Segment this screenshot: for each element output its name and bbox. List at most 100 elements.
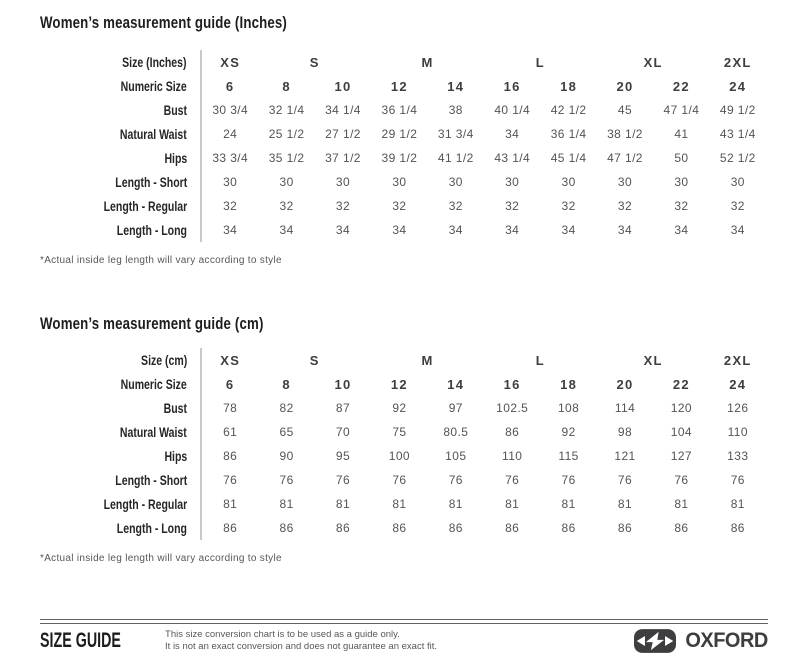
measure-value-text: 43 1/4 xyxy=(494,151,531,165)
measure-value-text: 76 xyxy=(674,473,689,487)
measure-value-text: 32 xyxy=(505,199,520,213)
measure-value-text: 76 xyxy=(392,473,407,487)
measure-value-text: 86 xyxy=(279,521,294,535)
measure-value: 95 xyxy=(315,444,371,468)
footer-note-line2: It is not an exact conversion and does n… xyxy=(165,641,438,652)
size-group-l: L xyxy=(484,50,597,74)
measure-value-text: 39 1/2 xyxy=(381,151,418,165)
measure-value: 30 xyxy=(653,170,709,194)
measure-value: 102.5 xyxy=(484,396,540,420)
measure-value-text: 81 xyxy=(223,497,238,511)
measure-value-text: 127 xyxy=(670,449,692,463)
measure-value-text: 38 1/2 xyxy=(607,127,643,141)
size-guide-label-text: SIZE GUIDE xyxy=(40,629,121,652)
measure-value-text: 61 xyxy=(223,425,238,439)
measure-value-text: 32 xyxy=(617,199,633,213)
measure-row-label: Length - Short xyxy=(40,170,202,194)
measure-value: 34 xyxy=(428,218,484,242)
measure-value: 39 1/2 xyxy=(371,146,427,170)
size-row-label-text: Size (cm) xyxy=(140,352,187,368)
measure-value: 76 xyxy=(653,468,709,492)
measure-value: 38 1/2 xyxy=(597,122,653,146)
measure-value-text: 36 1/4 xyxy=(381,103,418,117)
measure-value-text: 121 xyxy=(614,449,636,463)
measure-value: 81 xyxy=(428,492,484,516)
measure-value: 30 3/4 xyxy=(202,98,258,122)
measure-value-text: 32 xyxy=(223,199,238,213)
measure-value-text: 110 xyxy=(727,425,748,439)
measure-row-label-text: Length - Short xyxy=(115,472,187,488)
size-row-label: Size (Inches) xyxy=(40,50,202,74)
size-group-l: L xyxy=(484,348,597,372)
measure-value: 92 xyxy=(540,420,596,444)
measure-value: 98 xyxy=(597,420,653,444)
numeric-size-value: 14 xyxy=(428,372,484,396)
inches-guide-section: Women’s measurement guide (Inches) Size … xyxy=(40,14,768,267)
size-group-2xl: 2XL xyxy=(710,50,766,74)
measure-value: 86 xyxy=(484,516,540,540)
size-group-xl: XL xyxy=(597,50,710,74)
measure-value: 43 1/4 xyxy=(484,146,540,170)
measure-value-text: 104 xyxy=(670,425,692,439)
measure-value: 81 xyxy=(540,492,596,516)
measure-value-text: 33 3/4 xyxy=(212,151,249,165)
measure-value-text: 114 xyxy=(614,401,636,415)
measure-value-text: 90 xyxy=(279,449,294,463)
measure-value: 30 xyxy=(258,170,314,194)
numeric-size-label-text: Numeric Size xyxy=(120,78,187,94)
measure-value: 41 1/2 xyxy=(428,146,484,170)
inches-guide-title-text: Women’s measurement guide (Inches) xyxy=(40,13,287,32)
measure-value-text: 76 xyxy=(561,473,576,487)
numeric-size-value-text: 18 xyxy=(560,376,578,392)
measure-value: 38 xyxy=(428,98,484,122)
measure-value: 32 xyxy=(371,194,427,218)
measure-value: 49 1/2 xyxy=(710,98,766,122)
measure-value: 30 xyxy=(540,170,596,194)
numeric-size-value-text: 10 xyxy=(334,376,352,392)
measure-value: 78 xyxy=(202,396,258,420)
measure-value: 97 xyxy=(428,396,484,420)
numeric-size-value-text: 16 xyxy=(503,376,521,392)
measure-value-text: 47 1/2 xyxy=(607,151,643,165)
cm-measurement-table: Size (cm) XS S M L XL 2XL Numeric Size 6 8 10 12 14 1… xyxy=(40,348,766,540)
measure-value: 80.5 xyxy=(428,420,484,444)
measure-row-label: Hips xyxy=(40,146,202,170)
numeric-size-value: 8 xyxy=(258,74,314,98)
measure-value-text: 32 xyxy=(730,199,745,213)
measure-value: 76 xyxy=(428,468,484,492)
measure-value: 76 xyxy=(371,468,427,492)
measure-value: 76 xyxy=(597,468,653,492)
measure-value: 35 1/2 xyxy=(258,146,314,170)
measure-value-text: 49 1/2 xyxy=(719,103,756,117)
measure-value: 34 xyxy=(315,218,371,242)
measure-value: 30 xyxy=(371,170,427,194)
measure-value-text: 41 xyxy=(674,127,689,141)
footer: SIZE GUIDE This size conversion chart is… xyxy=(40,619,768,654)
measure-value: 86 xyxy=(202,516,258,540)
numeric-size-value-text: 18 xyxy=(560,78,578,94)
measure-value-text: 86 xyxy=(617,521,633,535)
measure-row-label: Length - Long xyxy=(40,516,202,540)
size-group-xl-text: XL xyxy=(643,352,663,368)
measure-value-text: 30 xyxy=(223,175,238,189)
measure-value: 86 xyxy=(258,516,314,540)
size-group-2xl-text: 2XL xyxy=(723,54,752,70)
measure-value: 76 xyxy=(315,468,371,492)
size-group-m: M xyxy=(371,50,484,74)
measure-value-text: 30 xyxy=(561,175,576,189)
numeric-size-value: 8 xyxy=(258,372,314,396)
numeric-size-value: 16 xyxy=(484,74,540,98)
measure-value-text: 86 xyxy=(674,521,689,535)
measure-value: 32 xyxy=(653,194,709,218)
measure-value: 81 xyxy=(315,492,371,516)
oxford-wordmark: OXFORD xyxy=(685,629,768,652)
measure-value-text: 30 xyxy=(617,175,633,189)
cm-footnote: *Actual inside leg length will vary acco… xyxy=(40,553,282,564)
measure-value: 32 xyxy=(597,194,653,218)
measure-value: 86 xyxy=(710,516,766,540)
measure-value: 47 1/4 xyxy=(653,98,709,122)
measure-value: 114 xyxy=(597,396,653,420)
measure-value-text: 32 xyxy=(448,199,463,213)
measure-value-text: 34 xyxy=(335,223,351,237)
measure-value-text: 108 xyxy=(557,401,580,415)
